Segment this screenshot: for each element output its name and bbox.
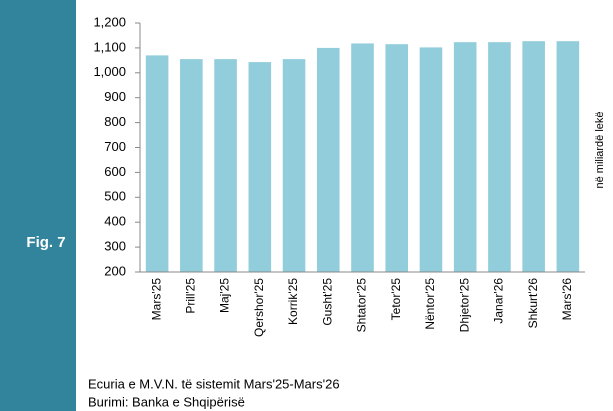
y-axis-label: në miliardë lekë bbox=[594, 111, 606, 188]
x-tick-label: Gusht'25 bbox=[320, 278, 334, 326]
y-tick-label: 1,000 bbox=[93, 64, 126, 79]
sidebar bbox=[0, 0, 76, 411]
y-tick-label: 800 bbox=[104, 114, 126, 129]
x-tick-label: Mars'25 bbox=[149, 278, 163, 321]
y-tick-label: 300 bbox=[104, 239, 126, 254]
x-tick-label: Mars'26 bbox=[560, 278, 574, 321]
bar bbox=[453, 42, 477, 272]
x-tick-label: Nëntor'25 bbox=[423, 278, 437, 330]
bar bbox=[214, 59, 237, 273]
x-tick-label: Shtator'25 bbox=[355, 278, 369, 333]
y-tick-label: 600 bbox=[104, 164, 126, 179]
y-tick-label: 700 bbox=[104, 139, 126, 154]
bar bbox=[385, 44, 409, 272]
y-tick-label: 200 bbox=[104, 263, 126, 278]
x-tick-label: Dhjetor'25 bbox=[457, 278, 471, 333]
bar bbox=[316, 47, 340, 273]
bar bbox=[145, 55, 169, 273]
x-tick-label: Prill'25 bbox=[184, 278, 198, 314]
bar bbox=[488, 42, 511, 272]
figure-label: Fig. 7 bbox=[26, 234, 65, 251]
bar bbox=[351, 43, 374, 272]
x-tick-label: Korrik'25 bbox=[286, 278, 300, 325]
y-tick-label: 1,100 bbox=[93, 39, 126, 54]
bar bbox=[248, 62, 272, 272]
y-tick-label: 400 bbox=[104, 214, 126, 229]
x-tick-label: Qershor'25 bbox=[252, 278, 266, 337]
caption: Ecuria e M.V.N. të sistemit Mars'25-Mars… bbox=[88, 376, 340, 391]
bar bbox=[419, 47, 443, 272]
source: Burimi: Banka e Shqipërisë bbox=[88, 394, 245, 409]
x-tick-label: Tetor'25 bbox=[389, 278, 403, 321]
bar bbox=[180, 59, 203, 273]
y-tick-label: 900 bbox=[104, 89, 126, 104]
y-tick-label: 1,200 bbox=[93, 14, 126, 29]
bar bbox=[282, 59, 306, 273]
x-tick-label: Maj'25 bbox=[218, 278, 232, 313]
bar bbox=[522, 41, 545, 272]
y-tick-label: 500 bbox=[104, 189, 126, 204]
x-tick-label: Janar'26 bbox=[492, 278, 506, 324]
bar bbox=[556, 41, 580, 272]
x-tick-label: Shkurt'26 bbox=[526, 278, 540, 329]
